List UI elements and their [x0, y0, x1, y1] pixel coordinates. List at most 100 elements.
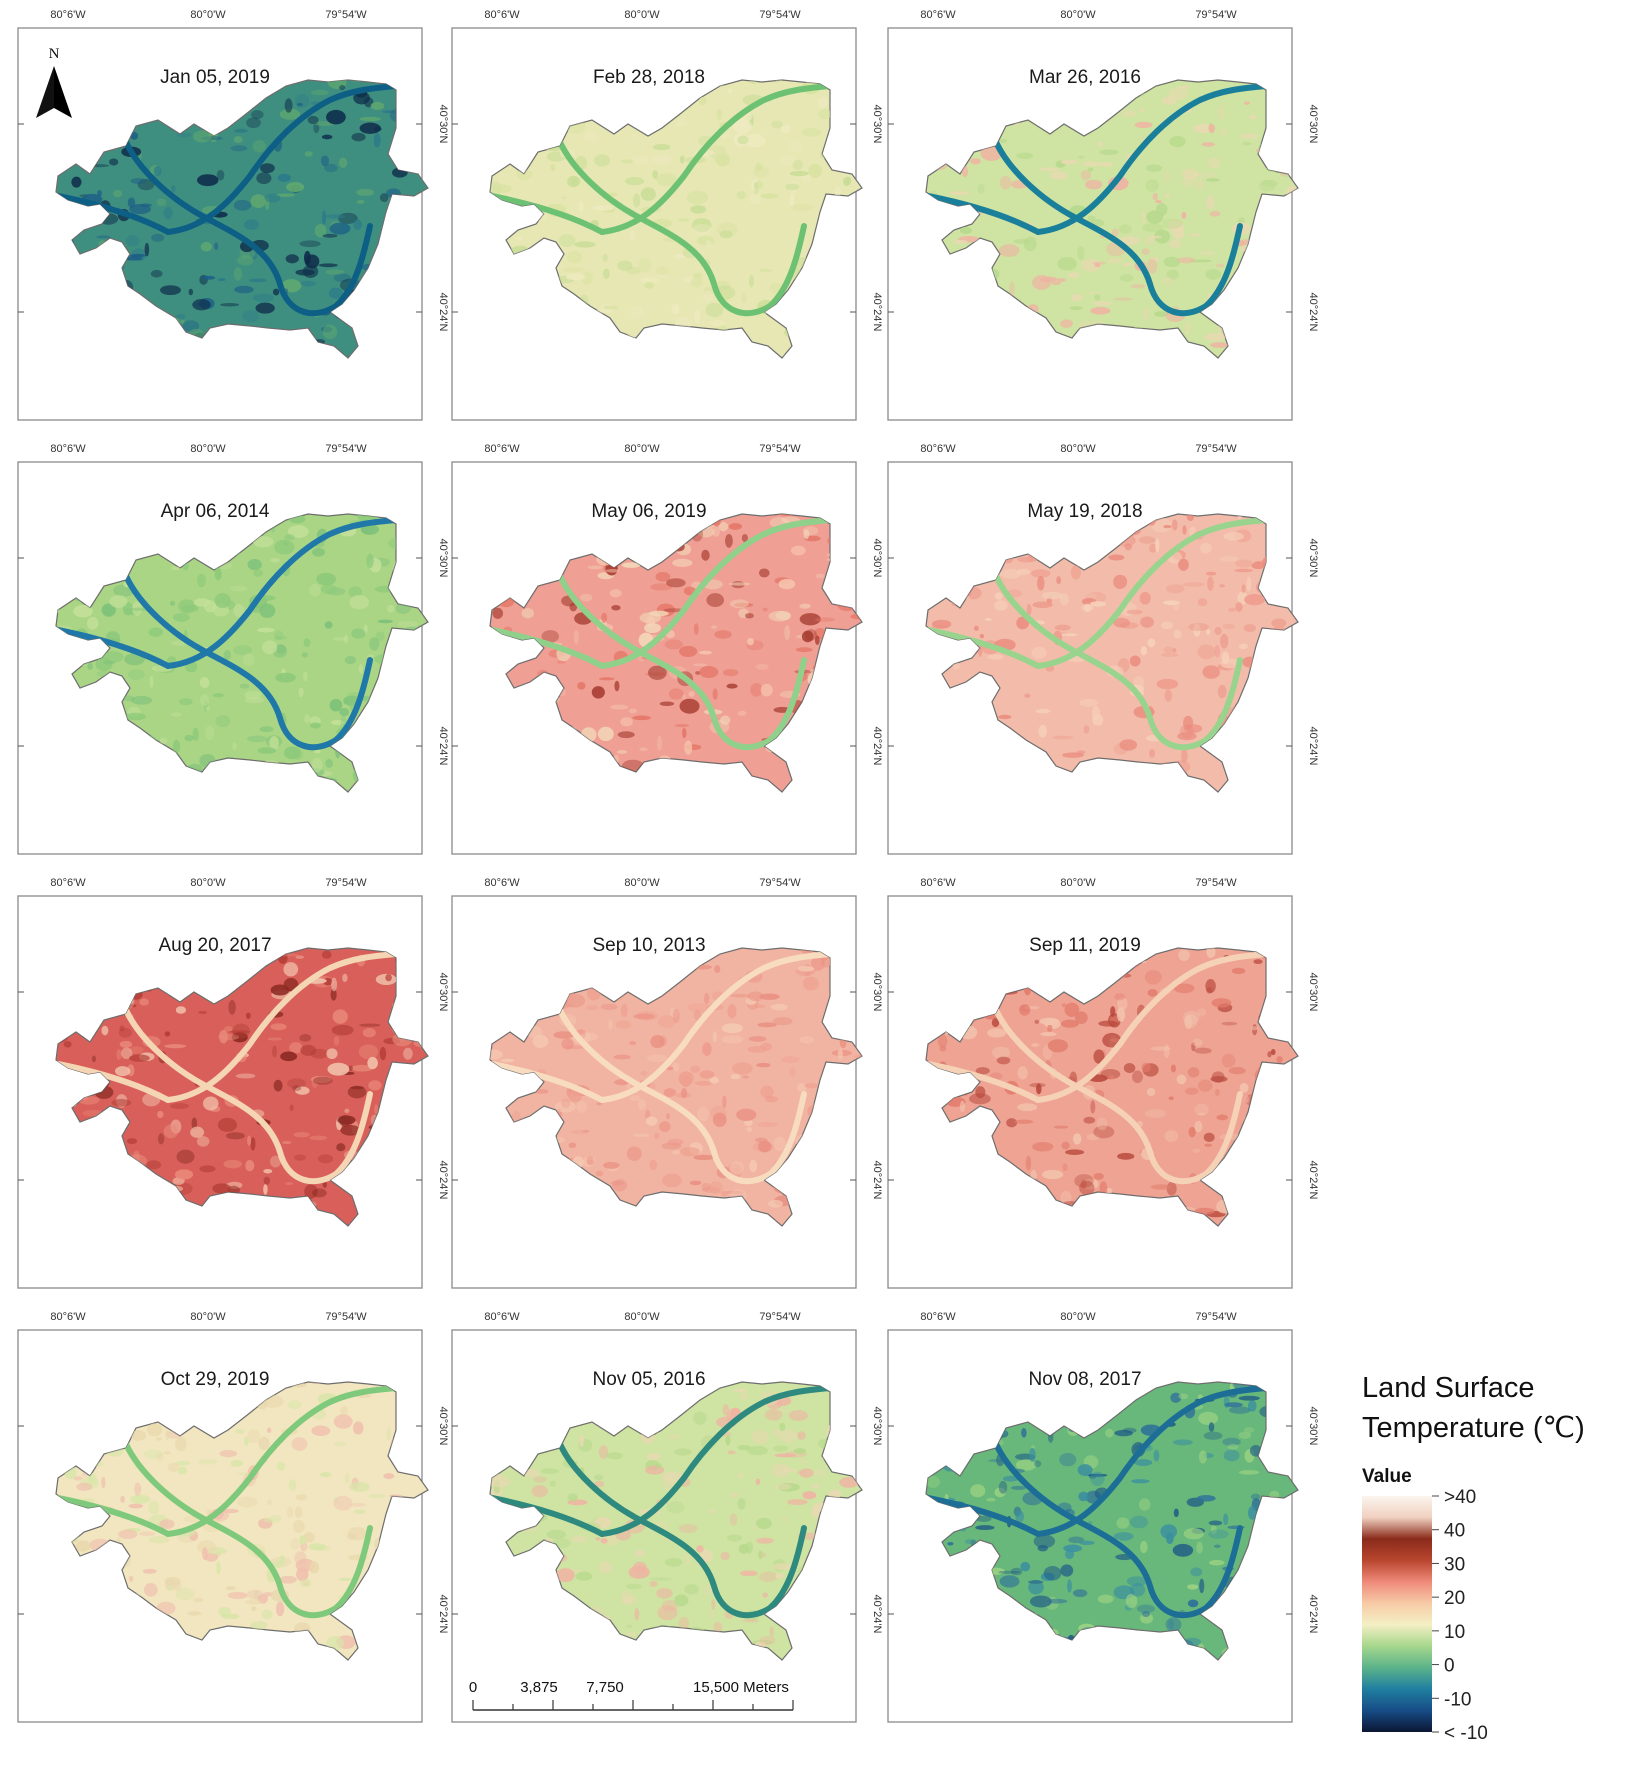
- temperature-patch: [713, 1621, 723, 1633]
- temperature-patch: [326, 1048, 338, 1059]
- temperature-patch: [320, 155, 330, 167]
- temperature-patch: [118, 1027, 133, 1038]
- temperature-patch: [1108, 554, 1125, 561]
- temperature-patch: [1190, 1567, 1203, 1577]
- temperature-patch: [626, 1146, 642, 1161]
- temperature-patch: [301, 652, 308, 658]
- temperature-patch: [595, 1170, 604, 1177]
- temperature-patch: [1054, 624, 1071, 631]
- temperature-patch: [1178, 1393, 1189, 1400]
- temperature-patch: [656, 173, 678, 187]
- temperature-patch: [706, 593, 724, 608]
- temperature-patch: [594, 1474, 604, 1481]
- temperature-patch: [1184, 1015, 1193, 1030]
- temperature-patch: [1113, 297, 1134, 301]
- temperature-patch: [781, 1056, 800, 1064]
- temperature-patch: [1078, 155, 1085, 160]
- temperature-patch: [1164, 192, 1170, 198]
- temperature-patch: [309, 1135, 328, 1141]
- temperature-patch: [1173, 1508, 1179, 1518]
- temperature-patch: [325, 214, 346, 219]
- temperature-patch: [1227, 1443, 1239, 1450]
- temperature-patch: [1079, 1180, 1095, 1196]
- temperature-patch: [992, 1046, 1011, 1059]
- map-panel: 80°6'W 80°0'W 79°54'W 40°30'N 40°24'N Sep 11,…: [887, 877, 1319, 1289]
- temperature-patch: [705, 302, 724, 318]
- temperature-patch: [205, 725, 214, 741]
- temperature-patch: [270, 557, 281, 563]
- temperature-patch: [130, 695, 153, 705]
- temperature-patch: [1196, 178, 1205, 191]
- temperature-patch: [521, 608, 535, 619]
- temperature-patch: [998, 1570, 1021, 1574]
- temperature-patch: [1168, 1096, 1174, 1101]
- temperature-patch: [190, 1126, 205, 1138]
- temperature-patch: [1140, 646, 1147, 656]
- temperature-patch: [1017, 1103, 1038, 1112]
- temperature-patch: [1043, 1565, 1062, 1581]
- temperature-patch: [1182, 582, 1205, 587]
- temperature-patch: [610, 1180, 624, 1186]
- temperature-patch: [1251, 562, 1265, 570]
- temperature-patch: [1097, 1594, 1114, 1604]
- temperature-patch: [349, 594, 370, 610]
- temperature-patch: [368, 1080, 382, 1091]
- temperature-patch: [970, 1484, 986, 1498]
- temperature-patch: [712, 1031, 717, 1043]
- temperature-patch: [975, 1515, 992, 1522]
- river: [599, 517, 833, 669]
- temperature-patch: [1093, 1125, 1115, 1139]
- temperature-patch: [617, 731, 635, 739]
- temperature-patch: [1117, 997, 1128, 1011]
- temperature-patch: [585, 1005, 599, 1011]
- temperature-patch: [304, 1184, 318, 1199]
- temperature-patch: [953, 239, 968, 244]
- temperature-patch: [688, 690, 695, 697]
- temperature-patch: [192, 727, 199, 741]
- temperature-patch: [1033, 1534, 1056, 1549]
- temperature-patch: [758, 1140, 772, 1153]
- temperature-patch: [804, 629, 817, 641]
- temperature-patch: [760, 1085, 774, 1099]
- temperature-patch: [130, 132, 139, 140]
- temperature-patch: [1084, 179, 1103, 190]
- temperature-patch: [273, 630, 284, 641]
- temperature-patch: [308, 1543, 327, 1551]
- scale-bar-label: 0: [469, 1679, 477, 1696]
- river: [1035, 83, 1269, 235]
- temperature-patch: [609, 589, 622, 598]
- temperature-patch: [1146, 258, 1158, 274]
- temperature-patch: [1124, 543, 1132, 551]
- temperature-patch: [1129, 655, 1141, 667]
- temperature-patch: [652, 154, 672, 165]
- temperature-patch: [130, 178, 147, 184]
- temperature-patch: [250, 1620, 268, 1630]
- temperature-patch: [318, 263, 338, 268]
- temperature-patch: [977, 183, 985, 195]
- temperature-patch: [1231, 967, 1246, 975]
- temperature-patch: [750, 683, 763, 697]
- temperature-patch: [742, 1619, 759, 1623]
- temperature-patch: [694, 309, 701, 325]
- temperature-patch: [490, 1049, 504, 1060]
- temperature-patch: [397, 620, 418, 628]
- temperature-patch: [1228, 607, 1237, 613]
- temperature-patch: [687, 1002, 709, 1013]
- temperature-patch: [629, 1095, 641, 1102]
- temperature-patch: [252, 293, 274, 303]
- temperature-patch: [828, 1489, 842, 1499]
- temperature-patch: [690, 205, 707, 214]
- river: [557, 573, 807, 751]
- temperature-patch: [270, 1514, 282, 1523]
- temperature-patch: [1015, 1459, 1037, 1471]
- latitude-tick-label: 40°30'N: [437, 105, 449, 144]
- temperature-patch: [143, 1582, 158, 1597]
- scale-bar-label: 15,500 Meters: [693, 1679, 789, 1696]
- temperature-patch: [1168, 87, 1189, 101]
- temperature-patch: [1030, 569, 1051, 578]
- temperature-patch: [1179, 85, 1191, 89]
- temperature-patch: [256, 172, 272, 185]
- temperature-patch: [1169, 239, 1182, 249]
- temperature-patch: [1250, 1026, 1259, 1031]
